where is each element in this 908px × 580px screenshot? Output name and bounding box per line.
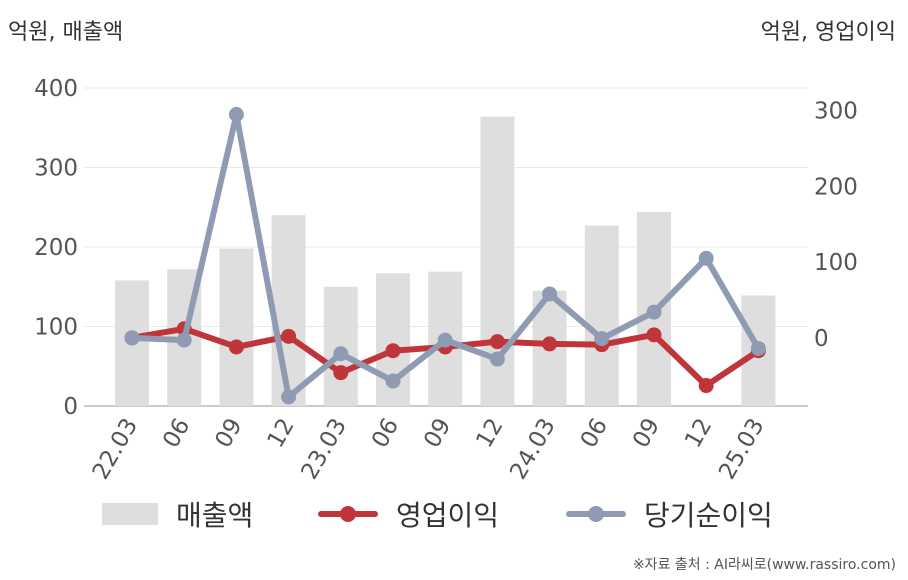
point-net-income [750, 340, 766, 356]
point-net-income [489, 351, 505, 367]
x-axis-tick-label: 09 [628, 414, 665, 452]
point-net-income [228, 107, 244, 122]
point-net-income [646, 304, 662, 320]
left-axis-tick-label: 300 [34, 156, 78, 182]
right-axis-unit-label: 억원, 영업이익 [760, 20, 896, 45]
point-operating-profit [385, 343, 401, 359]
legend-item-operating-profit: 영업이익 [318, 494, 499, 534]
legend-label-net-income: 당기순이익 [644, 499, 773, 532]
point-operating-profit [281, 328, 297, 344]
point-net-income [281, 389, 297, 405]
x-axis-tick-label: 23.03 [297, 414, 352, 484]
point-operating-profit [698, 378, 714, 394]
point-net-income [124, 330, 140, 346]
bar-revenue [271, 215, 306, 406]
left-axis-tick-label: 400 [34, 76, 78, 102]
left-axis-tick-label: 100 [34, 315, 78, 341]
x-axis-tick-label: 06 [367, 414, 404, 452]
x-axis-tick-label: 06 [158, 414, 195, 452]
point-operating-profit [489, 334, 505, 350]
x-axis-tick-label: 12 [263, 414, 300, 452]
x-axis-tick-label: 22.03 [88, 414, 143, 484]
legend-label-operating-profit: 영업이익 [396, 499, 500, 532]
x-axis-tick-label: 24.03 [505, 414, 560, 484]
left-axis-tick-label: 200 [34, 235, 78, 261]
legend-swatch-revenue [102, 503, 158, 525]
source-note: ※자료 출처 : AI라씨로(www.rassiro.com) [632, 557, 896, 573]
x-axis-tick-label: 12 [680, 414, 717, 452]
point-net-income [385, 373, 401, 389]
point-net-income [542, 286, 558, 302]
x-axis-tick-label: 06 [576, 414, 613, 452]
left-axis-tick-label: 0 [63, 394, 78, 420]
bar-revenue [584, 225, 619, 406]
left-axis-unit-label: 억원, 매출액 [8, 20, 124, 45]
legend-item-net-income: 당기순이익 [566, 494, 773, 534]
legend-swatch-operating-profit [318, 503, 378, 525]
point-net-income [176, 332, 192, 348]
point-operating-profit [646, 327, 662, 343]
point-operating-profit [333, 365, 349, 381]
point-net-income [698, 250, 714, 266]
point-net-income [333, 346, 349, 362]
point-net-income [594, 331, 610, 347]
point-net-income [437, 332, 453, 348]
legend-swatch-net-income [566, 503, 626, 525]
right-axis-tick-label: 200 [814, 174, 858, 200]
right-axis-tick-label: 0 [814, 326, 829, 352]
legend-label-revenue: 매출액 [176, 499, 254, 532]
bar-revenue [219, 248, 254, 406]
x-axis-tick-label: 12 [471, 414, 508, 452]
right-axis-tick-label: 100 [814, 250, 858, 276]
x-axis-tick-label: 25.03 [714, 414, 769, 484]
right-axis-tick-label: 300 [814, 99, 858, 125]
legend-item-revenue: 매출액 [102, 494, 253, 534]
x-axis-tick-label: 09 [419, 414, 456, 452]
point-operating-profit [542, 336, 558, 352]
point-operating-profit [228, 339, 244, 355]
x-axis-tick-label: 09 [210, 414, 247, 452]
